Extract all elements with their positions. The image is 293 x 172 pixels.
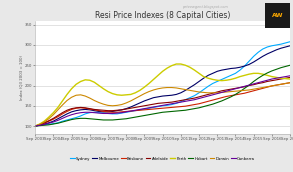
Brisbane: [33, 125, 37, 127]
Canberra: [42, 123, 46, 125]
Perth: [42, 120, 46, 122]
Melbourne: [206, 74, 210, 76]
Line: Adelaide: Adelaide: [35, 77, 290, 126]
Canberra: [47, 122, 51, 124]
Hobart: [206, 104, 210, 106]
Perth: [143, 86, 146, 88]
Line: Canberra: Canberra: [35, 76, 290, 126]
Darwin: [211, 92, 214, 94]
Darwin: [288, 82, 292, 84]
Darwin: [42, 121, 46, 123]
Perth: [33, 125, 37, 127]
Perth: [288, 78, 292, 80]
Adelaide: [143, 105, 146, 107]
Sydney: [33, 125, 37, 127]
Adelaide: [211, 92, 214, 94]
Perth: [211, 78, 214, 80]
Canberra: [206, 95, 210, 97]
Hobart: [33, 125, 37, 127]
Brisbane: [42, 122, 46, 124]
Hobart: [143, 115, 146, 117]
Brisbane: [47, 120, 51, 122]
Melbourne: [102, 111, 105, 113]
Adelaide: [47, 120, 51, 122]
Perth: [102, 88, 105, 90]
Darwin: [47, 118, 51, 120]
Brisbane: [102, 110, 105, 112]
Perth: [175, 63, 178, 65]
Line: Perth: Perth: [35, 64, 290, 126]
Sydney: [143, 108, 146, 110]
Adelaide: [102, 109, 105, 111]
Title: Resi Price Indexes (8 Capital Cities): Resi Price Indexes (8 Capital Cities): [95, 11, 230, 20]
Darwin: [206, 92, 210, 94]
Canberra: [102, 112, 105, 115]
Melbourne: [211, 72, 214, 74]
Line: Sydney: Sydney: [35, 42, 290, 126]
Melbourne: [143, 100, 146, 102]
Hobart: [42, 124, 46, 126]
Legend: Sydney, Melbourne, Brisbane, Adelaide, Perth, Hobart, Darwin, Canberra: Sydney, Melbourne, Brisbane, Adelaide, P…: [70, 157, 255, 160]
Sydney: [288, 41, 292, 43]
Darwin: [33, 125, 37, 127]
Text: peteewgent.blogspot.com: peteewgent.blogspot.com: [182, 5, 227, 9]
Hobart: [211, 103, 214, 105]
Sydney: [102, 112, 105, 114]
Brisbane: [143, 109, 146, 111]
Canberra: [33, 125, 37, 127]
Y-axis label: Index (Q3 2003 = 100): Index (Q3 2003 = 100): [19, 55, 23, 100]
Perth: [47, 116, 51, 118]
Hobart: [102, 119, 105, 121]
Melbourne: [42, 123, 46, 125]
Sydney: [47, 123, 51, 125]
Hobart: [47, 124, 51, 126]
Brisbane: [288, 82, 292, 84]
Adelaide: [42, 122, 46, 124]
Sydney: [211, 82, 214, 84]
Adelaide: [206, 93, 210, 95]
Darwin: [143, 93, 146, 95]
Brisbane: [206, 100, 210, 102]
Line: Melbourne: Melbourne: [35, 46, 290, 126]
Darwin: [102, 103, 105, 105]
Melbourne: [47, 122, 51, 124]
Sydney: [206, 85, 210, 87]
Brisbane: [211, 99, 214, 101]
Hobart: [288, 64, 292, 66]
Line: Brisbane: Brisbane: [35, 83, 290, 126]
Adelaide: [33, 125, 37, 127]
Melbourne: [33, 125, 37, 127]
Adelaide: [288, 76, 292, 78]
Melbourne: [288, 45, 292, 47]
Canberra: [288, 75, 292, 77]
Line: Hobart: Hobart: [35, 65, 290, 126]
Text: AW: AW: [272, 13, 283, 18]
Sydney: [42, 123, 46, 125]
Canberra: [211, 94, 214, 96]
Canberra: [143, 108, 146, 110]
Perth: [215, 79, 219, 81]
Line: Darwin: Darwin: [35, 83, 290, 126]
